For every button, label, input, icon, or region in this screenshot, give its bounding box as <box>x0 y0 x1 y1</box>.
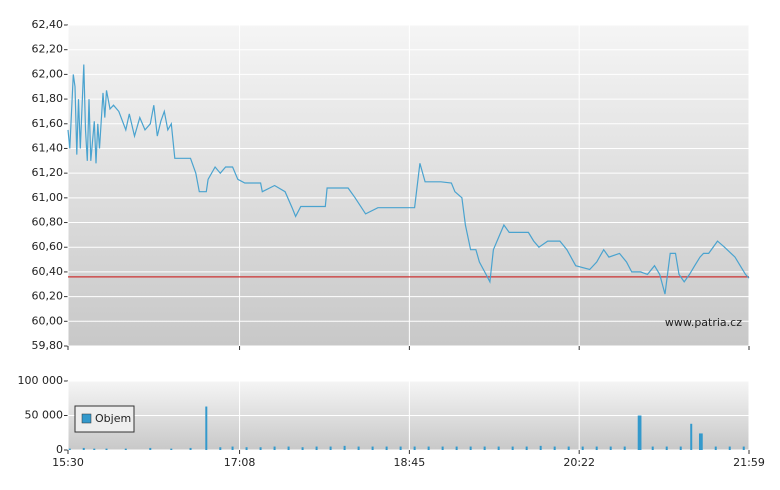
volume-bar <box>595 446 598 450</box>
y-tick-label: 59,80 <box>32 339 64 352</box>
volume-bar <box>329 446 332 450</box>
y-tick-label: 62,20 <box>32 43 64 56</box>
y-tick-label: 61,80 <box>32 92 64 105</box>
volume-bar <box>287 446 290 450</box>
y-tick-label: 62,00 <box>32 67 64 80</box>
volume-bar <box>385 446 388 450</box>
y-tick-label: 60,60 <box>32 240 64 253</box>
volume-bar <box>343 445 346 450</box>
volume-bar <box>553 446 556 450</box>
volume-bar <box>497 446 500 450</box>
volume-bar <box>427 446 430 450</box>
volume-bar <box>511 446 514 450</box>
volume-bar <box>690 423 693 450</box>
volume-bar <box>124 448 127 450</box>
volume-bar <box>651 446 654 450</box>
volume-bar <box>259 447 262 450</box>
volume-bar <box>609 446 612 450</box>
y-tick-label: 60,20 <box>32 290 64 303</box>
volume-bar <box>679 446 682 450</box>
volume-bar <box>455 446 458 450</box>
volume-bar <box>639 415 642 450</box>
volume-bar <box>189 447 192 450</box>
volume-bar <box>315 446 318 450</box>
watermark: www.patria.cz <box>665 316 742 329</box>
volume-bar <box>399 446 402 450</box>
y-tick-label: 60,40 <box>32 265 64 278</box>
volume-bar <box>231 446 234 450</box>
legend-swatch <box>81 413 92 424</box>
volume-bar <box>728 446 731 450</box>
volume-bar <box>149 447 152 450</box>
volume-bar <box>637 415 640 450</box>
y-tick-label: 61,20 <box>32 166 64 179</box>
y-tick-label: 60,80 <box>32 216 64 229</box>
volume-bar <box>441 446 444 450</box>
volume-bar <box>205 406 208 450</box>
volume-bar <box>483 446 486 450</box>
volume-bar <box>623 446 626 450</box>
volume-bar <box>245 447 248 450</box>
y-tick-label: 50 000 <box>25 409 64 422</box>
volume-bar <box>567 446 570 450</box>
volume-bar <box>469 446 472 450</box>
volume-bar <box>525 446 528 450</box>
volume-bar <box>93 448 96 450</box>
y-tick-label: 0 <box>56 443 63 456</box>
volume-bar <box>68 448 71 450</box>
legend-label: Objem <box>95 412 131 425</box>
volume-bar <box>357 446 360 450</box>
y-tick-label: 62,40 <box>32 18 64 31</box>
volume-bar <box>82 447 85 450</box>
y-tick-label: 61,60 <box>32 117 64 130</box>
x-tick-label: 21:59 <box>733 456 765 469</box>
volume-bar <box>714 446 717 450</box>
volume-bar <box>170 448 173 450</box>
y-tick-label: 100 000 <box>18 374 64 387</box>
y-tick-label: 61,40 <box>32 141 64 154</box>
volume-bar <box>665 446 668 450</box>
y-tick-label: 61,00 <box>32 191 64 204</box>
y-tick-label: 60,00 <box>32 314 64 327</box>
x-tick-label: 20:22 <box>563 456 595 469</box>
volume-bar <box>371 446 374 450</box>
volume-bar <box>413 446 416 450</box>
volume-bar <box>219 447 222 450</box>
volume-bar <box>273 446 276 450</box>
price-plot-area <box>68 25 749 346</box>
volume-bar <box>301 447 304 450</box>
x-tick-label: 18:45 <box>394 456 426 469</box>
price-line <box>67 64 750 295</box>
volume-bar <box>581 446 584 450</box>
volume-bar <box>105 448 108 450</box>
volume-bar <box>742 446 745 450</box>
volume-bar <box>698 433 701 450</box>
x-tick-label: 15:30 <box>52 456 84 469</box>
volume-bar <box>700 433 703 450</box>
x-tick-label: 17:08 <box>224 456 256 469</box>
volume-bar <box>539 445 542 450</box>
